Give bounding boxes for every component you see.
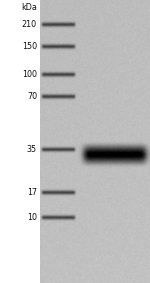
Text: 150: 150: [22, 42, 37, 51]
Text: 210: 210: [22, 20, 37, 29]
Text: kDa: kDa: [21, 3, 37, 12]
Text: 70: 70: [27, 92, 37, 101]
Text: 17: 17: [27, 188, 37, 197]
Text: 10: 10: [27, 213, 37, 222]
Text: 100: 100: [22, 70, 37, 80]
Text: 35: 35: [27, 145, 37, 155]
